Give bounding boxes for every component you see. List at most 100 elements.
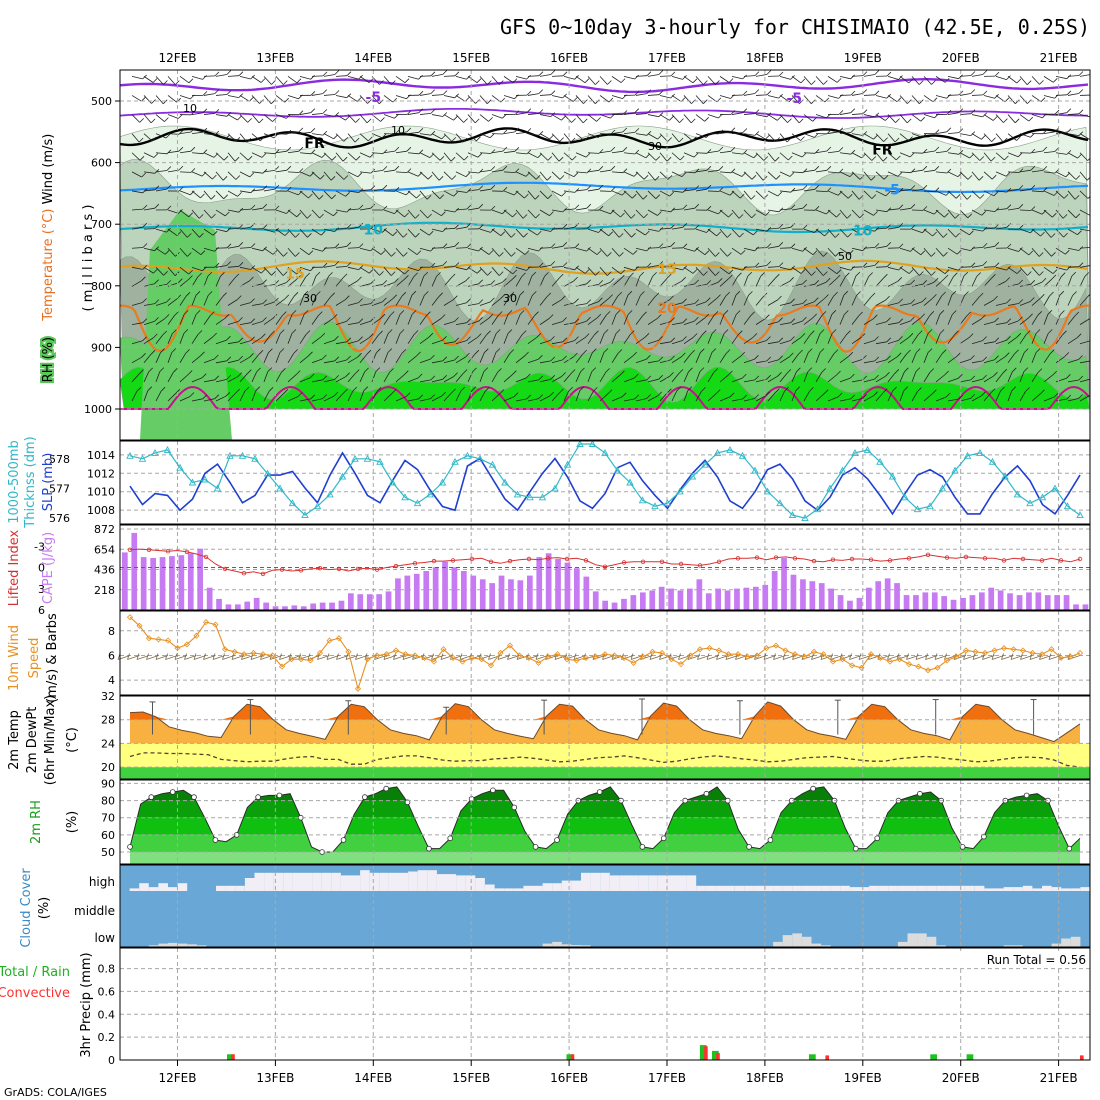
- wind-barb-flag: [594, 330, 599, 336]
- wind-barb: [323, 94, 336, 96]
- wind-barb: [971, 209, 982, 216]
- wind-barb: [791, 303, 803, 306]
- wind-barb: [347, 302, 359, 306]
- wind-barb: [131, 208, 144, 211]
- wind-barb: [959, 133, 971, 136]
- wind-barb-flag: [389, 311, 395, 316]
- wind-barb-flag: [990, 156, 996, 162]
- surface-wind-barb: [222, 655, 235, 660]
- precip-conv-bar: [570, 1054, 575, 1060]
- wind-barb: [491, 209, 503, 215]
- wind-barb: [611, 374, 621, 383]
- wind-barb-flag: [595, 80, 600, 85]
- cape-bar: [310, 603, 316, 610]
- wind-barb: [575, 152, 587, 158]
- wind-barb: [251, 247, 263, 252]
- thickness-marker: [1076, 511, 1084, 519]
- wind-barb: [419, 93, 431, 96]
- wind-barb-flag: [833, 291, 838, 297]
- temp-band-yellow: [120, 743, 1090, 768]
- cloud-high-gap: [254, 872, 265, 891]
- wind-barb: [539, 360, 551, 364]
- wind-barb-flag: [535, 213, 540, 219]
- wind-barb: [347, 95, 358, 102]
- wind-barb: [539, 190, 549, 199]
- wind-barb-flag: [358, 336, 363, 341]
- wind-barb-flag: [1011, 386, 1017, 391]
- wind-barb: [491, 298, 501, 306]
- wind-barb-flag: [644, 333, 650, 338]
- wind-barb: [131, 302, 143, 306]
- wind-barb-flag: [521, 272, 526, 278]
- wind-barb-flag: [790, 243, 796, 249]
- wind-barb-flag: [790, 336, 795, 341]
- wind-barb: [1055, 295, 1061, 306]
- cape-bar: [527, 575, 533, 610]
- wind-speed-marker: [316, 649, 324, 657]
- wind-barb-flag: [598, 149, 604, 154]
- wind-speed-marker: [221, 646, 229, 653]
- surface-wind-barb: [526, 655, 539, 660]
- wind-barb-flag: [584, 136, 589, 141]
- wind-barb: [227, 171, 237, 180]
- li-marker: [944, 555, 950, 560]
- wind-barb-flag: [835, 252, 840, 257]
- wind-barb-flag: [694, 185, 700, 190]
- wind-barb: [1019, 301, 1031, 306]
- wind-barb: [779, 340, 791, 345]
- wind-barb: [311, 93, 323, 96]
- wind-barb: [887, 95, 898, 103]
- cloud-high-gap: [168, 887, 178, 891]
- wind-barb-flag: [319, 174, 325, 180]
- wind-barb-flag: [550, 90, 556, 95]
- cloud-low-bar: [581, 945, 591, 947]
- wind-barb-flag: [558, 273, 564, 279]
- wind-barb-flag: [706, 280, 712, 285]
- wind-barb-flag: [238, 224, 244, 229]
- wind-barb: [179, 333, 185, 344]
- wind-barb-flag: [1002, 368, 1008, 374]
- wind-barb: [719, 374, 729, 383]
- wind-barb-flag: [850, 373, 855, 379]
- surface-wind-barb: [868, 655, 881, 660]
- wind-barb-flag: [1018, 247, 1023, 252]
- wind-barb: [863, 209, 874, 216]
- cloud-level-low: low: [95, 931, 116, 945]
- wind-barb-flag: [334, 261, 340, 266]
- wind-barb: [899, 247, 911, 252]
- wind-barb-flag: [286, 114, 291, 119]
- wind-barb-flag: [1052, 370, 1057, 376]
- wind-barb: [1055, 266, 1067, 271]
- li-marker: [260, 571, 266, 577]
- wind-barb: [395, 353, 403, 364]
- thickness-marker: [226, 451, 234, 459]
- wind-barb: [827, 228, 836, 238]
- wind-barb-flag: [955, 232, 960, 238]
- isotherm-label: FR: [872, 142, 893, 158]
- precip-total-bar: [712, 1050, 719, 1060]
- wind-barb: [875, 299, 886, 306]
- wind-barb: [827, 209, 837, 218]
- wind-barb: [275, 247, 284, 257]
- wind-barb: [791, 189, 803, 192]
- wind-speed-marker: [668, 656, 675, 663]
- wind-speed-marker: [801, 653, 808, 660]
- wind-barb-flag: [946, 127, 952, 133]
- wind-barb-flag: [704, 117, 709, 122]
- wind-barb-flag: [932, 231, 937, 237]
- surface-wind-barb: [725, 655, 739, 660]
- wind-barb: [779, 152, 789, 161]
- wind-barb: [875, 171, 885, 180]
- wind-barb: [407, 228, 416, 238]
- wind-barb-flag: [260, 136, 265, 142]
- wind-barb: [503, 247, 512, 257]
- wind-barb: [839, 75, 851, 80]
- wind-barb-flag: [427, 174, 433, 180]
- wind-barb-flag: [617, 349, 623, 354]
- wind-barb-flag: [750, 311, 755, 317]
- wind-barb: [419, 171, 429, 180]
- wind-barb: [203, 379, 215, 383]
- wind-barb: [695, 247, 706, 256]
- wind-barb: [275, 150, 287, 154]
- wind-barb-flag: [658, 243, 664, 248]
